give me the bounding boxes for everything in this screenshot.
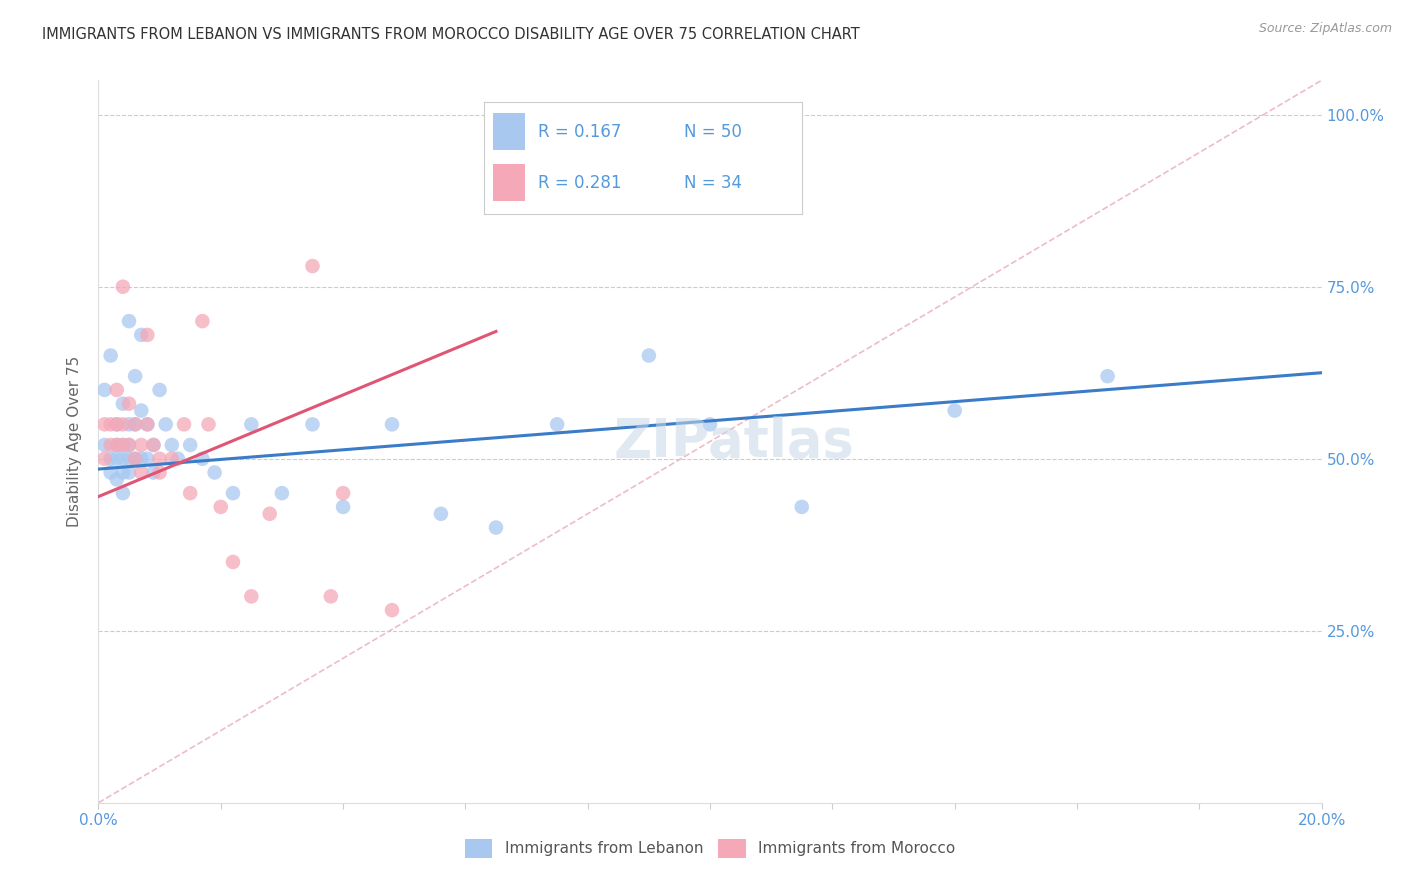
Point [124, 417, 146, 432]
Point [129, 466, 152, 480]
Point [209, 500, 232, 514]
Point [270, 486, 292, 500]
Point [100, 451, 122, 466]
Point [129, 438, 152, 452]
Point [100, 417, 122, 432]
Point [332, 486, 354, 500]
Point [124, 417, 146, 432]
Point [129, 451, 152, 466]
Point [173, 417, 195, 432]
Point [222, 555, 245, 569]
Point [943, 403, 966, 417]
Point [118, 417, 141, 432]
Point [204, 466, 226, 480]
Text: IMMIGRANTS FROM LEBANON VS IMMIGRANTS FROM MOROCCO DISABILITY AGE OVER 75 CORREL: IMMIGRANTS FROM LEBANON VS IMMIGRANTS FR… [42, 27, 860, 42]
Point [149, 383, 172, 397]
Point [179, 438, 201, 452]
Text: ZIPatlas: ZIPatlas [614, 416, 855, 467]
Point [319, 590, 342, 604]
Point [111, 417, 134, 432]
Point [136, 417, 159, 432]
Point [142, 438, 165, 452]
Point [124, 369, 146, 384]
Point [100, 438, 122, 452]
Point [430, 507, 453, 521]
Point [93, 417, 115, 432]
Point [111, 451, 134, 466]
Point [118, 397, 141, 411]
Point [332, 500, 354, 514]
Point [136, 451, 159, 466]
Point [105, 451, 128, 466]
Point [111, 438, 134, 452]
Point [1097, 369, 1119, 384]
Point [100, 349, 122, 363]
Point [790, 500, 813, 514]
Point [111, 397, 134, 411]
Point [191, 451, 214, 466]
Point [240, 417, 263, 432]
Point [167, 451, 190, 466]
Y-axis label: Disability Age Over 75: Disability Age Over 75 [67, 356, 83, 527]
Point [105, 438, 128, 452]
Point [142, 466, 165, 480]
Point [699, 417, 721, 432]
Point [93, 451, 115, 466]
Point [105, 438, 128, 452]
Point [381, 417, 404, 432]
Point [179, 486, 201, 500]
Point [381, 603, 404, 617]
Point [93, 383, 115, 397]
Point [118, 438, 141, 452]
Point [637, 349, 661, 363]
Point [136, 327, 159, 342]
Point [100, 466, 122, 480]
Point [222, 486, 245, 500]
Point [191, 314, 214, 328]
Point [160, 451, 183, 466]
Point [111, 438, 134, 452]
Point [118, 314, 141, 328]
Point [93, 438, 115, 452]
Point [118, 438, 141, 452]
Point [105, 472, 128, 486]
Point [111, 486, 134, 500]
Point [118, 451, 141, 466]
Point [149, 466, 172, 480]
Legend: Immigrants from Lebanon, Immigrants from Morocco: Immigrants from Lebanon, Immigrants from… [458, 833, 962, 863]
Point [301, 417, 323, 432]
Point [124, 451, 146, 466]
Point [197, 417, 219, 432]
Point [105, 417, 128, 432]
Point [105, 417, 128, 432]
Point [129, 403, 152, 417]
Point [105, 383, 128, 397]
Text: Source: ZipAtlas.com: Source: ZipAtlas.com [1258, 22, 1392, 36]
Point [546, 417, 568, 432]
Point [149, 451, 172, 466]
Point [240, 590, 263, 604]
Point [111, 466, 134, 480]
Point [155, 417, 177, 432]
Point [142, 438, 165, 452]
Point [136, 417, 159, 432]
Point [259, 507, 281, 521]
Point [485, 520, 508, 534]
Point [124, 451, 146, 466]
Point [111, 279, 134, 293]
Point [129, 327, 152, 342]
Point [301, 259, 323, 273]
Point [160, 438, 183, 452]
Point [118, 466, 141, 480]
